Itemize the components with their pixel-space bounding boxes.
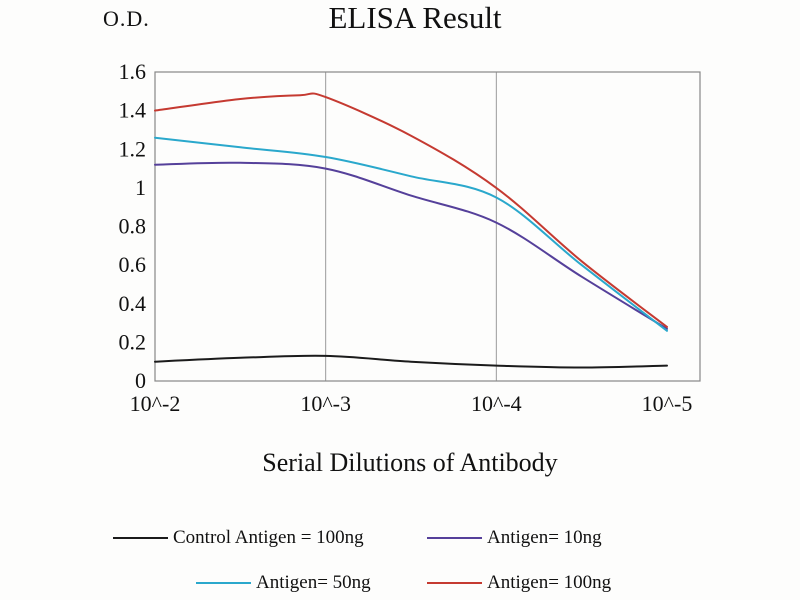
y-tick-label: 1.6	[119, 59, 147, 84]
y-tick-label: 1.2	[119, 136, 147, 161]
series-line-3	[154, 92, 668, 328]
y-tick-label: 0.6	[119, 252, 147, 277]
x-tick-label: 10^-2	[130, 391, 181, 416]
y-tick-label: 0	[135, 368, 146, 393]
y-tick-label: 0.2	[119, 329, 147, 354]
x-tick-label: 10^-3	[300, 391, 351, 416]
series-line-2	[154, 136, 668, 332]
series-line-0	[154, 354, 668, 369]
x-tick-label: 10^-5	[642, 391, 693, 416]
chart-title: ELISA Result	[328, 0, 502, 35]
y-tick-label: 0.4	[119, 291, 147, 316]
plot-border	[154, 71, 701, 382]
y-tick-label: 1.4	[119, 98, 147, 123]
y-tick-label: 1	[135, 175, 146, 200]
y-axis-title: O.D.	[103, 6, 150, 31]
series-line-1	[154, 161, 668, 330]
x-axis-label: Serial Dilutions of Antibody	[262, 448, 558, 477]
x-tick-label: 10^-4	[471, 391, 522, 416]
y-tick-label: 0.8	[119, 214, 147, 239]
